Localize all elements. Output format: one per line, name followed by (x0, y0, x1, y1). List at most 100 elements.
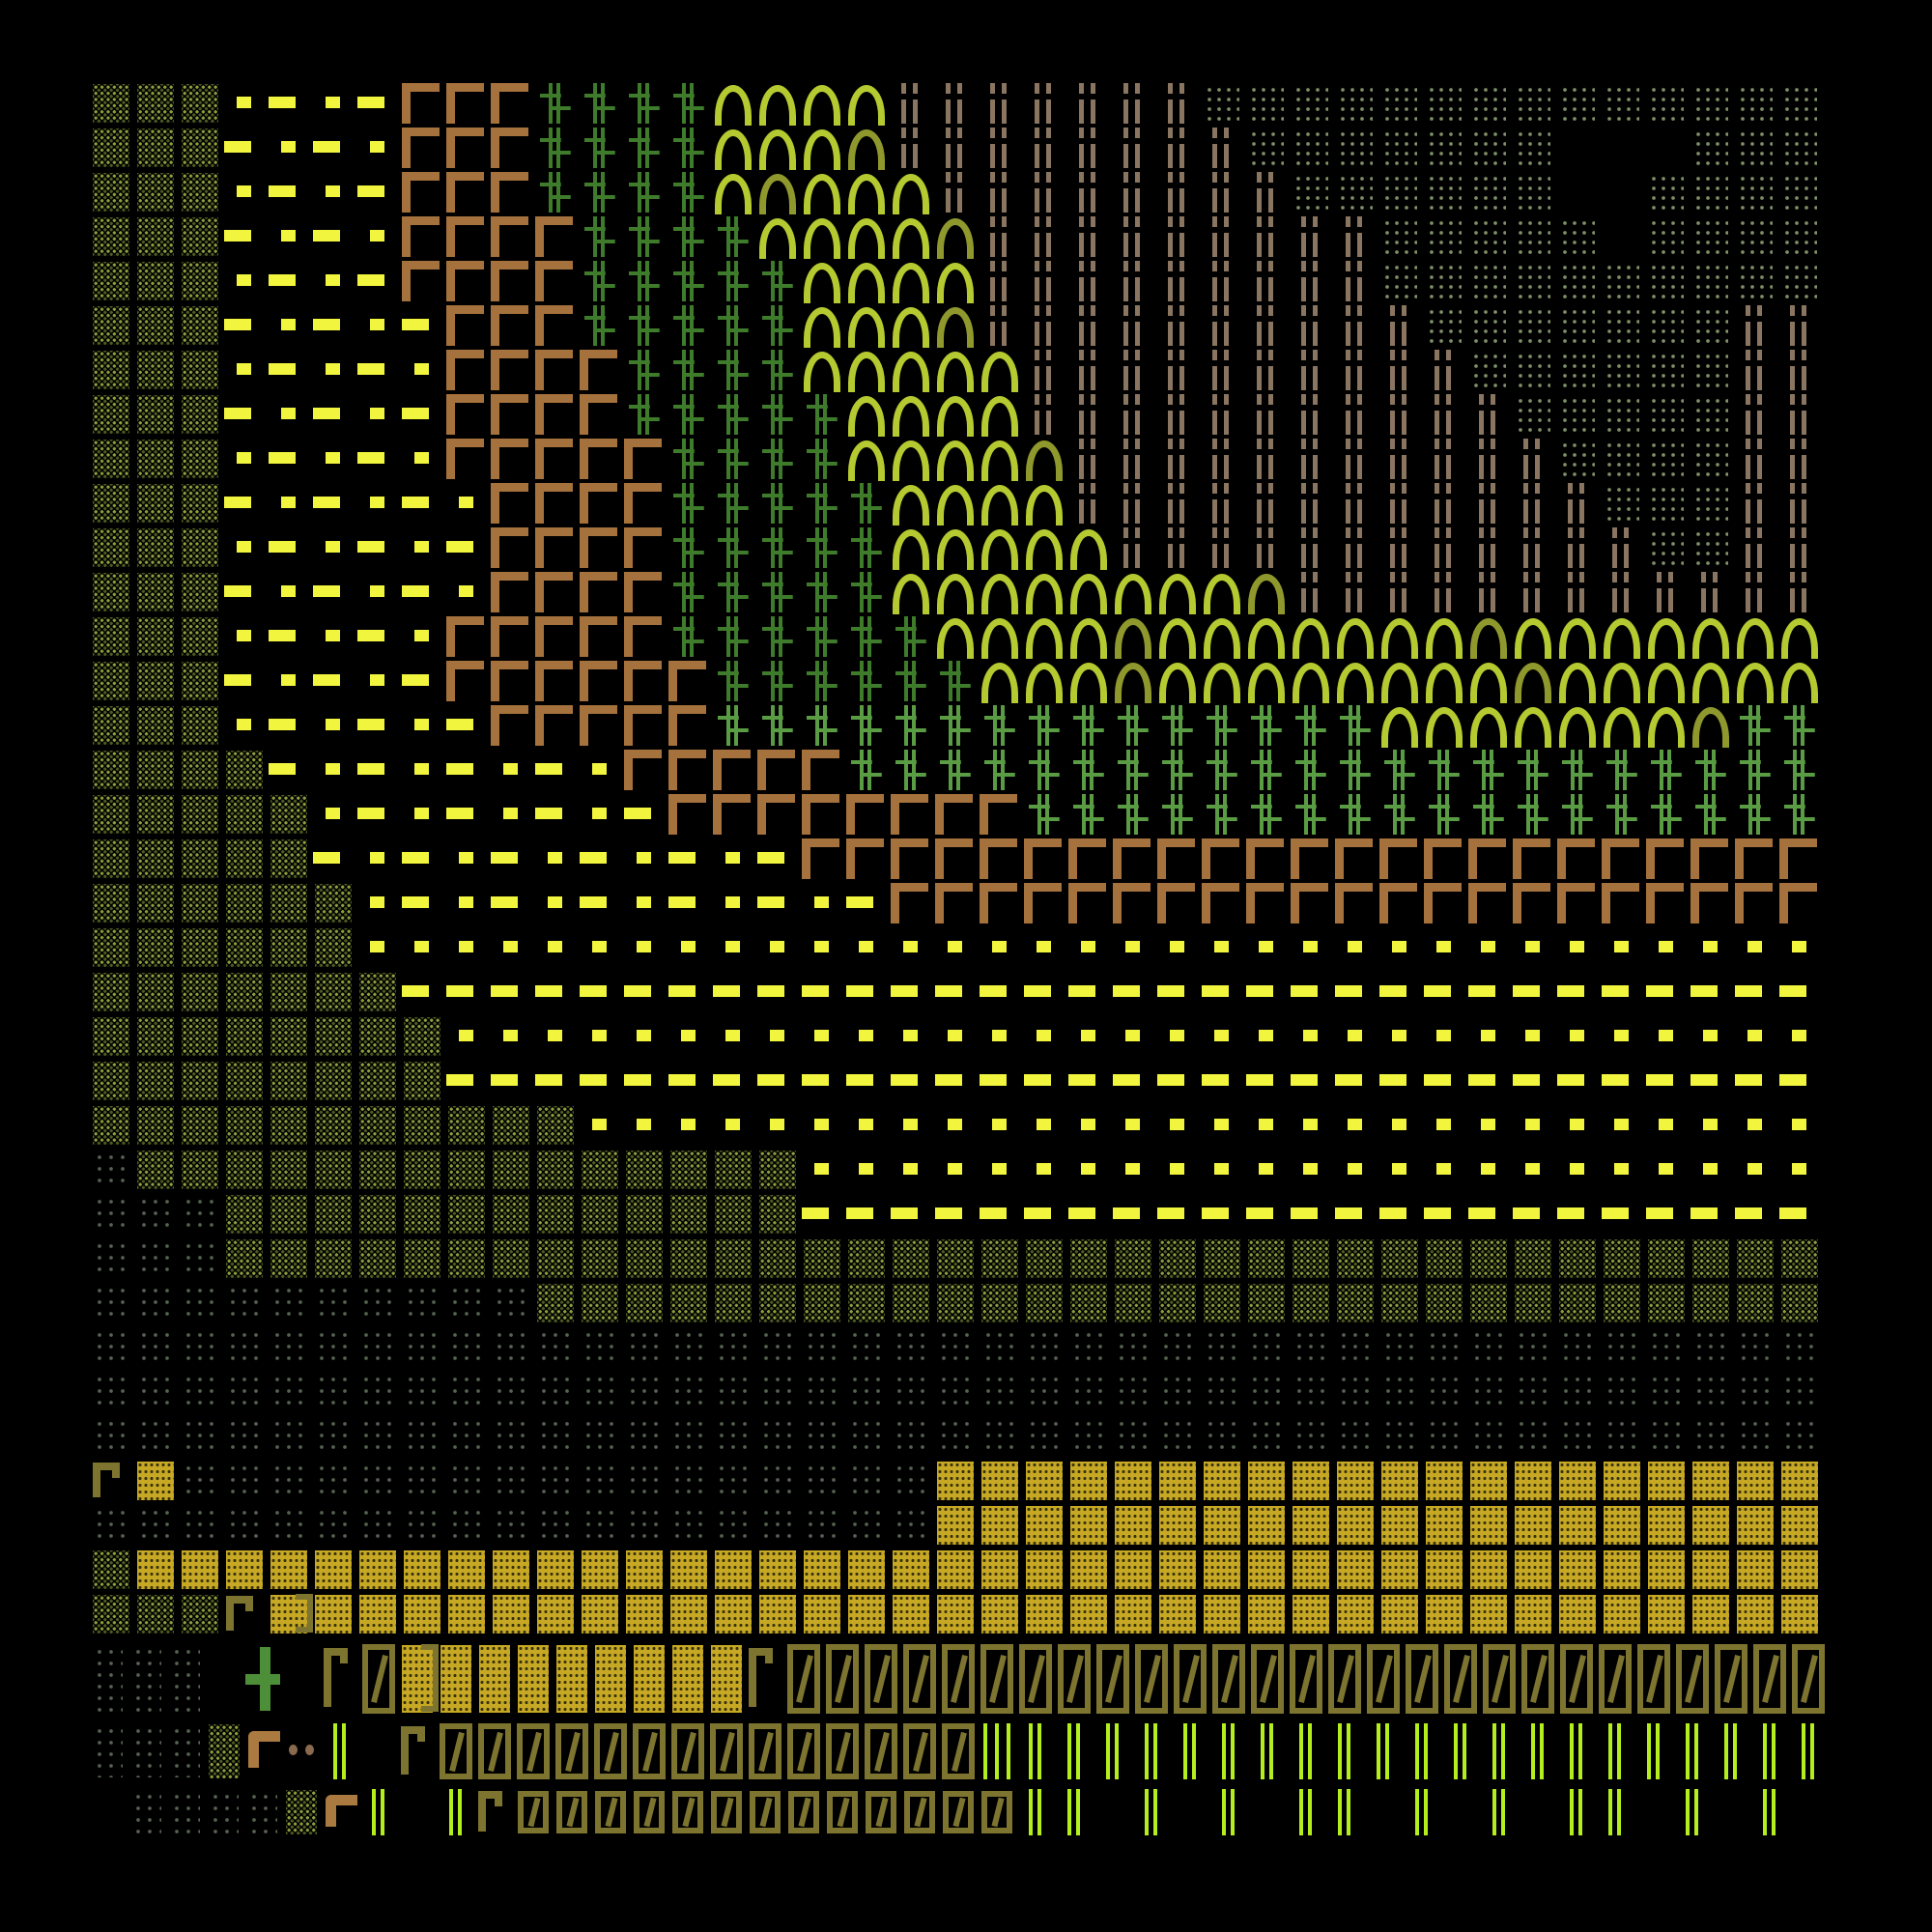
glyph-yellow-square (711, 837, 755, 881)
glyph-yellow-square (444, 1014, 489, 1059)
glyph-dots-dense (205, 1721, 243, 1781)
glyph-dots-dim (178, 1281, 222, 1325)
glyph-table-brown (489, 392, 533, 437)
glyph-dots-dim (1333, 1414, 1378, 1459)
glyph-cross-dark (711, 437, 755, 481)
glyph-dots-sparse (1378, 126, 1422, 170)
glyph-gold-block (1244, 1459, 1289, 1503)
glyph-dots-dim (978, 1370, 1022, 1414)
glyph-dots-dense (178, 925, 222, 970)
glyph-table-brown (844, 837, 889, 881)
glyph-dots-dense (89, 703, 133, 748)
glyph-bars-taupe (1289, 303, 1333, 348)
glyph-dots-sparse (1644, 214, 1689, 259)
glyph-dots-sparse (1378, 259, 1422, 303)
glyph-dots-dense (1244, 1281, 1289, 1325)
glyph-bars-taupe (1333, 303, 1378, 348)
glyph-dots-dense (1555, 1236, 1600, 1281)
glyph-gold-block (1200, 1548, 1244, 1592)
glyph-yellow-dash (1466, 1059, 1511, 1103)
glyph-cross-light (1244, 703, 1289, 748)
glyph-maze-box (900, 1642, 939, 1716)
glyph-bars-taupe (1200, 348, 1244, 392)
glyph-dots-dense (222, 748, 267, 792)
glyph-dots-dense (311, 881, 355, 925)
glyph-dots-dim (489, 1459, 533, 1503)
glyph-yellow-dash (844, 970, 889, 1014)
glyph-yellow-square (533, 1014, 578, 1059)
glyph-dots-dim (755, 1325, 800, 1370)
glyph-dots-dense (133, 703, 178, 748)
glyph-dots-dense (533, 1148, 578, 1192)
glyph-dots-dense (978, 1281, 1022, 1325)
glyph-maze-box (862, 1721, 900, 1781)
glyph-arch-bright (889, 437, 933, 481)
glyph-bars-taupe (1733, 570, 1777, 614)
glyph-dots-sparse (1511, 214, 1555, 259)
glyph-cross-dark (578, 126, 622, 170)
glyph-yellow-dash (978, 1192, 1022, 1236)
glyph-yellow-square (222, 170, 267, 214)
glyph-cross-light (1466, 748, 1511, 792)
glyph-gold-block (978, 1592, 1022, 1636)
glyph-gold-block (755, 1592, 800, 1636)
glyph-arch-bright (1022, 481, 1066, 526)
glyph-dots-sparse (1466, 348, 1511, 392)
glyph-dots-dense (844, 1281, 889, 1325)
glyph-table-brown (1200, 881, 1244, 925)
glyph-cross-light (1644, 792, 1689, 837)
glyph-table-brown (800, 837, 844, 881)
glyph-arch-bright (1777, 614, 1822, 659)
glyph-dots-dim (222, 1503, 267, 1548)
glyph-yellow-square (1066, 925, 1111, 970)
glyph-maze-box (1673, 1642, 1712, 1716)
glyph-maze-box (1132, 1642, 1171, 1716)
glyph-dbl-bar-lime (1712, 1721, 1750, 1781)
glyph-dots-dense (133, 970, 178, 1014)
glyph-gold-block (667, 1592, 711, 1636)
glyph-bars-taupe (1200, 392, 1244, 437)
glyph-dots-dim (1155, 1414, 1200, 1459)
glyph-yellow-dash (1689, 1059, 1733, 1103)
glyph-cross-light (1155, 748, 1200, 792)
glyph-yellow-dash (355, 348, 400, 392)
glyph-dbl-bar-lime (1557, 1721, 1596, 1781)
glyph-dots-dense (800, 1281, 844, 1325)
glyph-maze-box-small (630, 1787, 668, 1837)
glyph-yellow-square (400, 348, 444, 392)
glyph-gold-block (1022, 1548, 1066, 1592)
glyph-dots-dim (622, 1459, 667, 1503)
glyph-dots-dim (1378, 1325, 1422, 1370)
glyph-gold-block (622, 1548, 667, 1592)
glyph-yellow-square (311, 81, 355, 126)
glyph-gold-block (1378, 1503, 1422, 1548)
glyph-maze-box-small (514, 1787, 553, 1837)
glyph-bars-taupe (1289, 259, 1333, 303)
glyph-table-brown (933, 792, 978, 837)
glyph-yellow-square (311, 526, 355, 570)
glyph-arch-bright (1511, 614, 1555, 659)
glyph-yellow-dash (222, 392, 267, 437)
glyph-cross-dark (800, 392, 844, 437)
glyph-dots-sparse (1466, 81, 1511, 126)
glyph-arch-bright (1644, 659, 1689, 703)
glyph-cross-dark (578, 259, 622, 303)
glyph-bars-taupe (1244, 348, 1289, 392)
glyph-gold-block (355, 1548, 400, 1592)
glyph-bars-taupe (978, 259, 1022, 303)
glyph-dots-sparse (1689, 170, 1733, 214)
glyph-yellow-dash (933, 1059, 978, 1103)
glyph-yellow-square (755, 1014, 800, 1059)
glyph-dots-dense (1289, 1236, 1333, 1281)
glyph-dots-dim (578, 1414, 622, 1459)
glyph-yellow-square (1555, 925, 1600, 970)
glyph-cross-dark (755, 481, 800, 526)
glyph-arch-bright (1333, 614, 1378, 659)
glyph-bars-taupe (889, 126, 933, 170)
glyph-cross-dark (667, 348, 711, 392)
glyph-yellow-square (489, 1014, 533, 1059)
glyph-dots-dense (933, 1281, 978, 1325)
glyph-dots-dim (1155, 1325, 1200, 1370)
glyph-table-brown (444, 659, 489, 703)
